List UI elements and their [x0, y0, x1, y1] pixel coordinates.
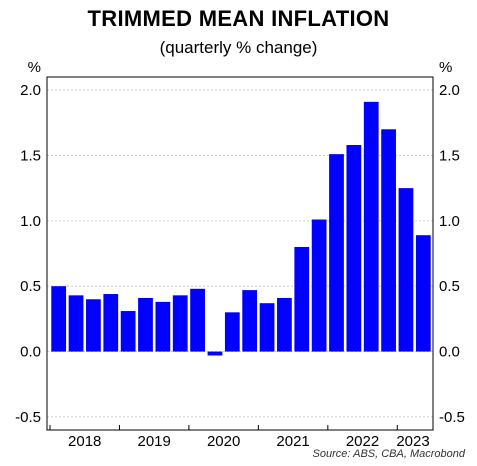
y-tick-label-right: 2.0: [439, 82, 460, 99]
bar: [138, 297, 153, 352]
y-tick-label-left: 1.5: [20, 147, 41, 164]
x-year-label: 2019: [137, 433, 170, 450]
bar-series: [51, 101, 431, 356]
y-tick-label-left: -0.5: [15, 409, 41, 426]
y-tick-label-right: 1.0: [439, 213, 460, 230]
bar: [172, 295, 188, 352]
bar: [381, 129, 396, 352]
y-tick-label-left: 0.0: [20, 344, 41, 361]
bar: [311, 219, 327, 352]
x-year-label: 2020: [207, 433, 240, 450]
x-year-label: 2021: [276, 433, 309, 450]
x-year-label: 2023: [396, 433, 429, 450]
bar: [190, 288, 205, 352]
bar: [277, 297, 292, 352]
bar: [207, 351, 223, 356]
bar: [242, 290, 258, 352]
bar: [224, 312, 240, 352]
bar: [259, 303, 275, 352]
y-unit-left: %: [28, 59, 41, 76]
bar: [51, 286, 67, 352]
source-note: Source: ABS, CBA, Macrobond: [312, 448, 465, 460]
bar: [86, 299, 101, 352]
x-year-label: 2022: [346, 433, 379, 450]
bar: [103, 294, 119, 352]
y-tick-label-right: 0.0: [439, 344, 460, 361]
axis-labels: -0.5 -0.5 0.0 0.0 0.5 0.5 1.0 1.0 1.5 1.5 2.0 2.0%%…: [15, 59, 465, 450]
y-tick-label-right: 0.5: [439, 278, 460, 295]
bar: [120, 311, 136, 352]
chart-title: TRIMMED MEAN INFLATION: [87, 6, 390, 31]
y-tick-label-left: 1.0: [20, 213, 41, 230]
bar: [363, 101, 379, 352]
x-year-label: 2018: [68, 433, 101, 450]
y-unit-right: %: [439, 59, 452, 76]
chart-subtitle: (quarterly % change): [159, 38, 318, 57]
y-tick-label-right: -0.5: [439, 409, 465, 426]
y-tick-label-left: 2.0: [20, 82, 41, 99]
plot-border: [46, 76, 434, 431]
bar: [294, 246, 310, 352]
bar: [155, 301, 171, 352]
bar: [346, 144, 362, 352]
bar: [415, 235, 431, 352]
y-tick-label-left: 0.5: [20, 278, 41, 295]
bar: [68, 295, 84, 352]
bar: [398, 188, 414, 352]
plot-frame: [46, 76, 434, 431]
y-tick-label-right: 1.5: [439, 147, 460, 164]
bar: [329, 154, 344, 352]
